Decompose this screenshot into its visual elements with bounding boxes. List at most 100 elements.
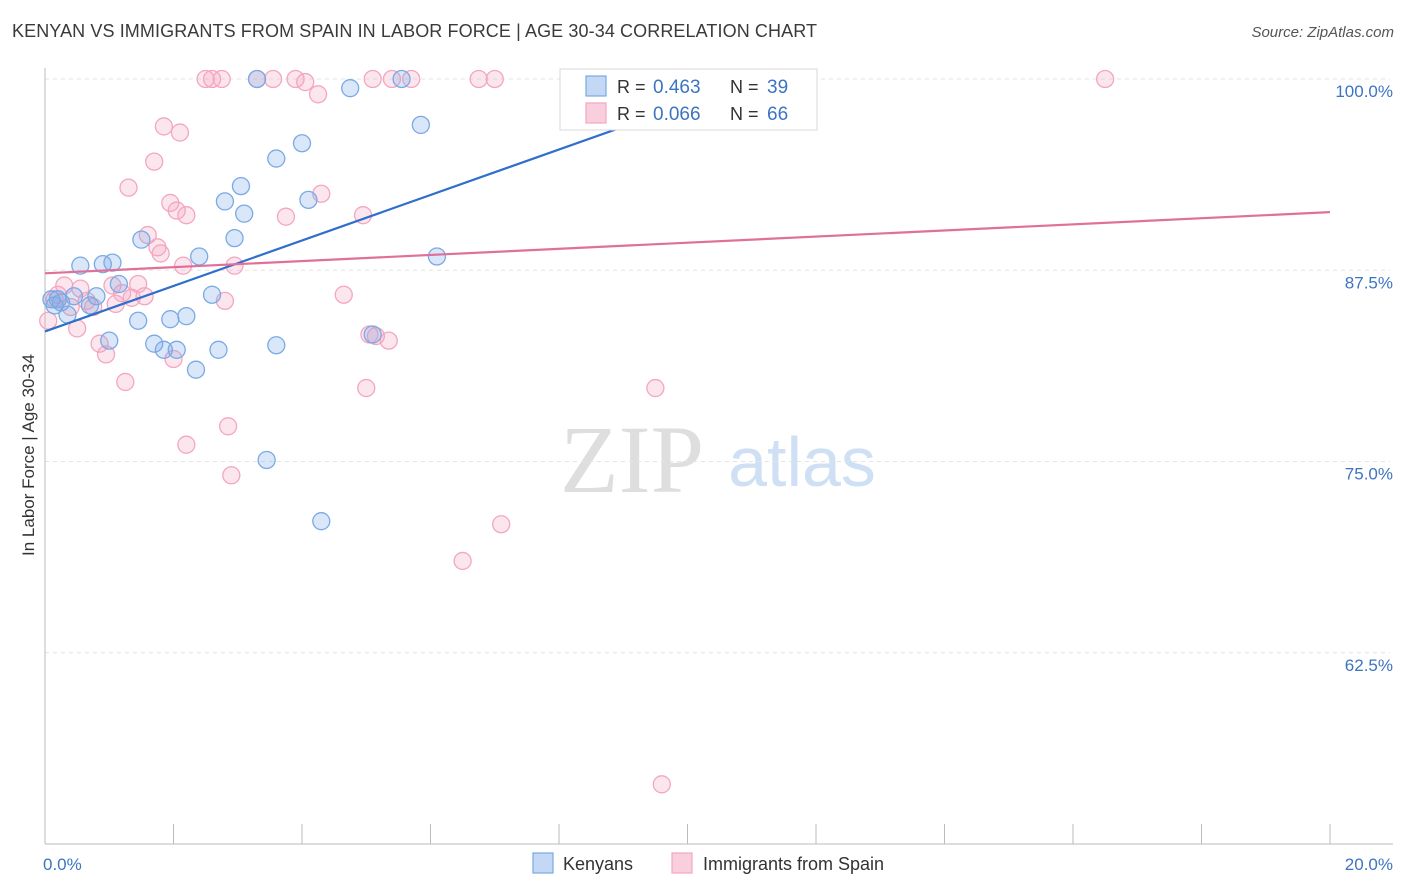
legend-swatch-kenyans [585,75,607,97]
data-point [154,117,174,136]
data-point [247,69,267,89]
x-tick-label: 0.0% [43,855,82,874]
legend-r-label-2: R = [617,104,646,124]
legend-bottom-label-kenyans: Kenyans [563,854,633,874]
data-point [145,334,164,353]
legend-bottom-swatch-kenyans [532,852,554,874]
data-point [96,345,116,364]
legend-n-value-2: 66 [767,104,788,125]
data-point [427,247,447,266]
data-point [167,340,186,359]
data-point [1095,69,1115,89]
y-axis-label: In Labor Force | Age 30-34 [19,354,38,556]
tick-labels: 62.5% 75.0% 87.5% 100.0% 0.0% 20.0% [43,82,1393,874]
data-point [225,228,244,248]
data-point [100,331,119,350]
data-point [196,69,215,89]
data-point [231,176,251,196]
data-point [167,201,186,220]
data-point [235,204,254,223]
data-point [132,230,151,249]
x-tick-label: 20.0% [1345,855,1393,874]
data-point [154,340,174,359]
data-point [222,466,241,485]
data-point [379,331,398,350]
data-point [202,69,222,89]
legend-swatch-spain [585,102,607,124]
data-point [116,372,135,392]
data-point [80,296,100,315]
data-point [485,69,504,89]
data-point [212,69,231,89]
legend-bottom: Kenyans Immigrants from Spain [532,852,884,874]
data-point [453,551,472,571]
data-point [469,69,488,89]
data-point [267,336,286,355]
data-point [161,310,180,329]
data-point [145,152,164,171]
data-point [292,134,312,153]
data-point [39,311,58,330]
data-point [312,512,331,531]
data-point [392,69,411,89]
data-point [151,244,170,263]
data-point [119,178,138,197]
y-tick-label: 62.5% [1345,656,1393,675]
watermark-zip: ZIP [560,406,704,513]
data-point [263,69,283,89]
data-point [109,274,129,294]
data-point [363,69,382,89]
data-point [170,123,190,142]
data-point [382,69,402,89]
data-point [276,207,296,226]
data-point [363,325,382,344]
legend-r-label-1: R = [617,77,646,97]
legend-bottom-swatch-spain [671,852,693,874]
data-point [411,115,431,135]
series-kenyans [42,69,723,531]
data-point [308,85,328,104]
data-point [177,306,196,326]
data-point [177,435,196,454]
data-point [103,253,122,272]
chart-source: Source: ZipAtlas.com [1251,24,1394,41]
data-point [129,311,148,330]
data-point [296,72,315,92]
data-point [257,450,276,470]
data-point [87,287,106,306]
data-point [209,340,228,359]
data-point [177,206,196,225]
data-point [215,192,235,211]
chart-title: KENYAN VS IMMIGRANTS FROM SPAIN IN LABOR… [12,21,818,41]
axes [44,68,1393,845]
y-tick-label: 100.0% [1335,82,1393,101]
y-tick-label: 87.5% [1345,273,1393,292]
data-point [190,247,209,266]
data-point [341,79,360,98]
legend-r-value-2: 0.066 [653,104,701,125]
data-point [64,287,84,306]
legend-r-value-1: 0.463 [653,77,701,98]
data-point [334,285,353,304]
legend-n-value-1: 39 [767,77,788,98]
legend-bottom-label-spain: Immigrants from Spain [703,854,884,874]
data-point [299,190,318,210]
legend-n-label-1: N = [730,77,759,97]
data-point [71,256,90,275]
data-point [402,69,421,89]
y-tick-label: 75.0% [1345,465,1393,484]
data-point [652,775,671,794]
legend-top: R = 0.463 N = 39 R = 0.066 N = 66 [559,68,818,131]
data-point [202,285,222,304]
trend-line [44,211,1331,275]
grid-lines [45,78,1390,654]
data-point [357,378,376,398]
data-point [646,378,665,398]
data-point [103,276,122,295]
legend-n-label-2: N = [730,104,759,124]
data-point [218,417,238,436]
data-point [186,360,206,379]
data-point [492,515,511,534]
data-point [267,149,286,168]
